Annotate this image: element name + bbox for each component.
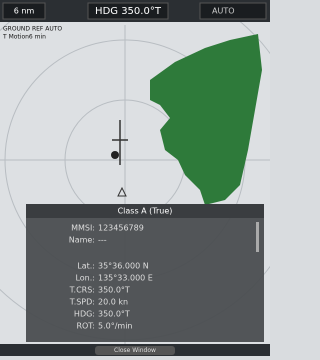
field-value: 20.0 kn — [98, 298, 128, 307]
close-button-label: Close Window — [114, 347, 156, 354]
status-line: GROUND REF AUTO — [3, 26, 62, 33]
field-label: T.SPD: — [69, 298, 95, 307]
field-value: 123456789 — [98, 224, 144, 233]
range-text: 6 nm — [14, 7, 35, 16]
heading-text: HDG 350.0°T — [95, 6, 162, 17]
field-label: HDG: — [74, 310, 95, 319]
status-line: T Motion6 min — [2, 34, 46, 41]
field-label: Name: — [69, 236, 95, 245]
field-label: Lat.: — [77, 262, 95, 271]
field-value: 350.0°T — [98, 310, 130, 319]
own-ship-symbol — [111, 151, 119, 159]
field-value: 350.0°T — [98, 286, 130, 295]
field-label: T.CRS: — [69, 286, 95, 295]
panel-title: Class A (True) — [118, 207, 173, 216]
field-label: MMSI: — [71, 224, 95, 233]
field-value: 5.0°/min — [98, 322, 133, 331]
field-label: Lon.: — [75, 274, 95, 283]
field-value: 135°33.000 E — [98, 274, 153, 283]
mode-text: AUTO — [212, 7, 235, 16]
field-label: ROT: — [76, 322, 95, 331]
field-value: --- — [98, 236, 107, 245]
radar-screen: 6 nm HDG 350.0°T AUTO GROUND REF AUTO T … — [0, 0, 270, 356]
field-value: 35°36.000 N — [98, 262, 149, 271]
scrollbar[interactable] — [256, 222, 259, 252]
